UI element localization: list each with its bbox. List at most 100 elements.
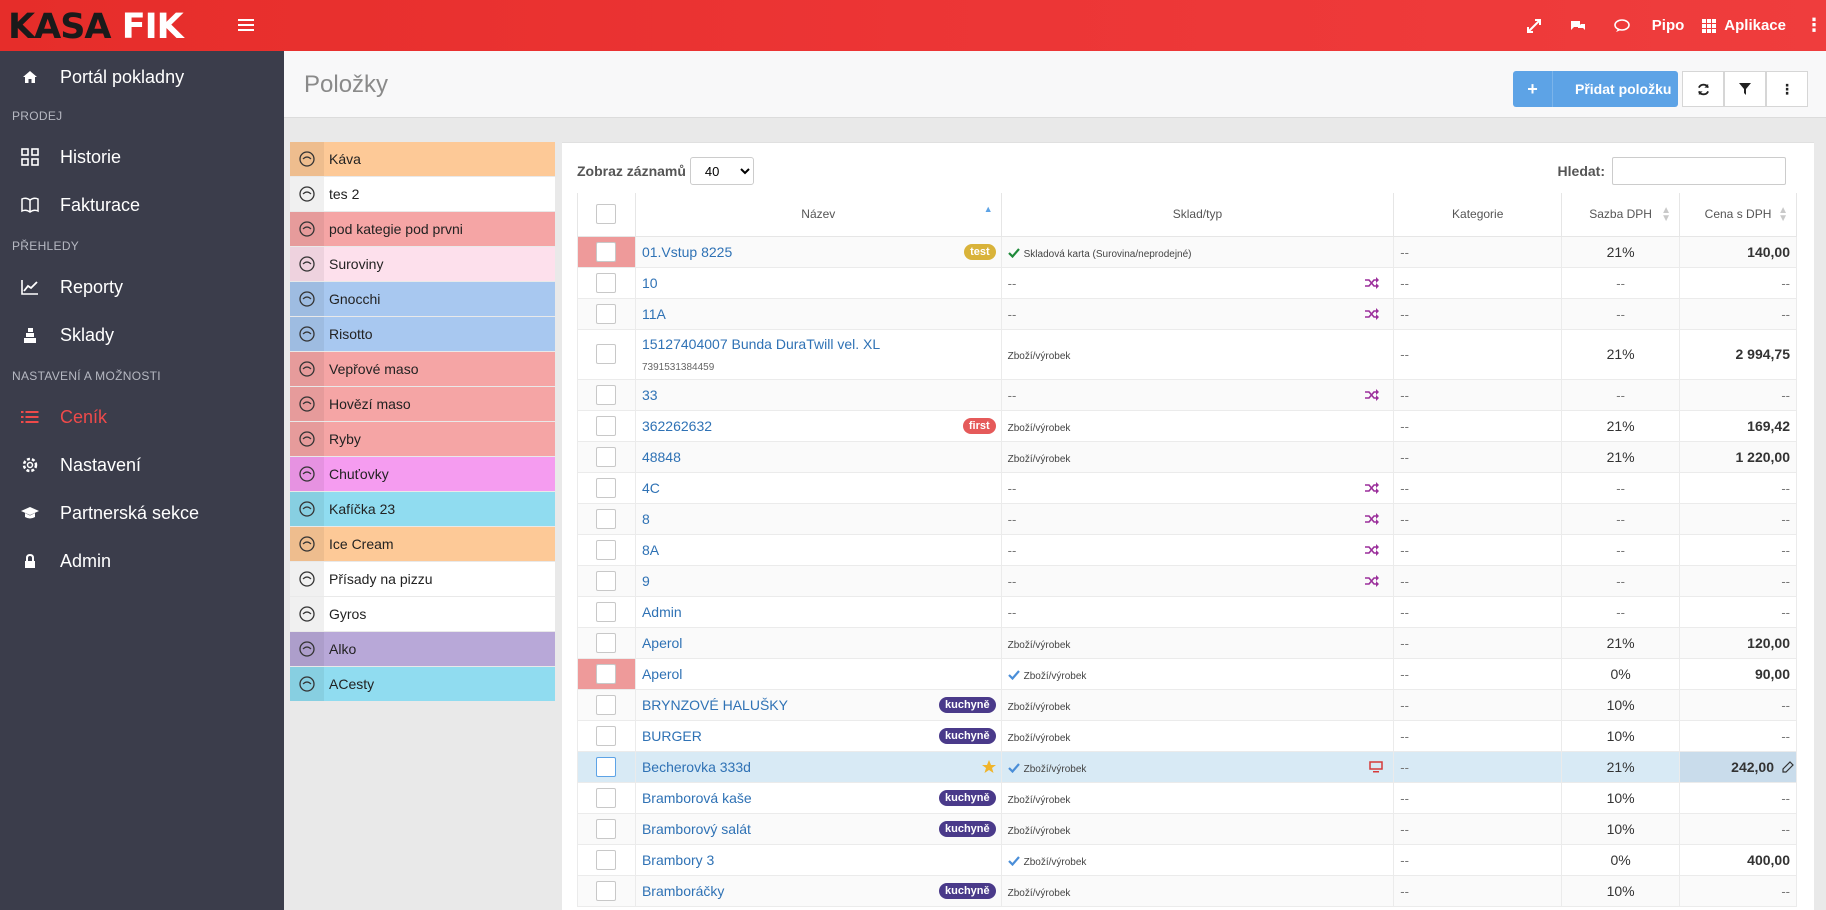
table-row[interactable]: 4C -- -- -- -- (577, 471, 1797, 504)
item-name-link[interactable]: 33 (641, 386, 658, 403)
item-name-link[interactable]: Bramborový salát (641, 820, 751, 837)
hamburger-menu-icon[interactable] (238, 14, 254, 36)
table-row[interactable]: 48848 Zboží/výrobek -- 21% 1 220,00 (577, 440, 1797, 473)
row-checkbox[interactable] (596, 818, 617, 839)
item-name-link[interactable]: 15127404007 Bunda DuraTwill vel. XL (641, 335, 881, 352)
add-item-button[interactable]: + Přidat položku (1513, 71, 1678, 107)
row-checkbox[interactable] (596, 477, 617, 498)
row-checkbox[interactable] (596, 384, 617, 405)
item-name-link[interactable]: Bramboráčky (641, 882, 725, 899)
item-name-link[interactable]: Aperol (641, 665, 683, 682)
item-name-link[interactable]: 8 (641, 510, 650, 527)
table-row[interactable]: Bramboráčky kuchyně Zboží/výrobek -- 10% -- (577, 874, 1797, 907)
table-row[interactable]: BURGER kuchyně Zboží/výrobek -- 10% -- (577, 719, 1797, 752)
category-item[interactable]: Vepřové maso (290, 352, 555, 387)
row-checkbox[interactable] (596, 344, 617, 364)
table-row[interactable]: Aperol Zboží/výrobek -- 21% 120,00 (577, 626, 1797, 659)
category-item[interactable]: Gyros (290, 597, 555, 632)
fullscreen-icon[interactable] (1512, 0, 1556, 51)
sidebar-item-historie[interactable]: Historie (0, 133, 284, 181)
col-sklad[interactable]: Sklad/typ (1000, 193, 1395, 237)
category-item[interactable]: tes 2 (290, 177, 555, 212)
chat-icon[interactable] (1556, 0, 1600, 51)
search-input[interactable] (1612, 157, 1786, 185)
sidebar-item-nastaveni[interactable]: Nastavení (0, 441, 284, 489)
row-checkbox[interactable] (596, 303, 617, 324)
sidebar-item-portal[interactable]: Portál pokladny (0, 55, 284, 99)
table-row[interactable]: 33 -- -- -- -- (577, 378, 1797, 411)
col-dph[interactable]: Sazba DPH ▲ ▼ (1561, 193, 1681, 237)
row-checkbox[interactable] (596, 880, 617, 901)
category-item[interactable]: Gnocchi (290, 282, 555, 317)
category-item[interactable]: Alko (290, 632, 555, 667)
category-item[interactable]: Hovězí maso (290, 387, 555, 422)
category-item[interactable]: Chuťovky (290, 457, 555, 492)
app-logo[interactable]: KASA FIK (8, 7, 184, 47)
category-item[interactable]: Risotto (290, 317, 555, 352)
row-checkbox[interactable] (596, 694, 617, 715)
comment-icon[interactable] (1600, 0, 1644, 51)
table-row[interactable]: 11A -- -- -- -- (577, 297, 1797, 330)
item-name-link[interactable]: Admin (641, 603, 682, 620)
item-name-link[interactable]: 362262632 (641, 417, 713, 434)
table-row[interactable]: 10 -- -- -- -- (577, 266, 1797, 299)
category-item[interactable]: Ice Cream (290, 527, 555, 562)
table-row[interactable]: Aperol Zboží/výrobek -- 0% 90,00 (577, 657, 1797, 690)
table-row[interactable]: 15127404007 Bunda DuraTwill vel. XL 73915… (577, 328, 1797, 380)
item-name-link[interactable]: BURGER (641, 727, 702, 744)
table-row[interactable]: BRYNZOVÉ HALUŠKY kuchyně Zboží/výrobek -- 10… (577, 688, 1797, 721)
col-kategorie[interactable]: Kategorie (1393, 193, 1563, 237)
table-row[interactable]: Brambory 3 Zboží/výrobek -- 0% 400,00 (577, 843, 1797, 876)
row-checkbox[interactable] (596, 241, 617, 262)
sidebar-item-sklady[interactable]: Sklady (0, 311, 284, 359)
item-name-link[interactable]: 48848 (641, 448, 681, 465)
category-item[interactable]: pod kategie pod prvni (290, 212, 555, 247)
table-row[interactable]: Bramborová kaše kuchyně Zboží/výrobek -- 10%… (577, 781, 1797, 814)
item-name-link[interactable]: Brambory 3 (641, 851, 715, 868)
category-item[interactable]: Káva (290, 142, 555, 177)
category-item[interactable]: Přísady na pizzu (290, 562, 555, 597)
row-checkbox[interactable] (596, 272, 617, 293)
item-name-link[interactable]: Becherovka 333d (641, 758, 751, 775)
category-item[interactable]: Kafíčka 23 (290, 492, 555, 527)
table-row[interactable]: Bramborový salát kuchyně Zboží/výrobek -- 10… (577, 812, 1797, 845)
page-size-select[interactable]: 40 (689, 157, 754, 185)
row-checkbox[interactable] (596, 570, 617, 591)
more-vertical-icon[interactable]: ⋮ (1805, 15, 1823, 35)
table-row[interactable]: 362262632 first Zboží/výrobek -- 21% 169,42 (577, 409, 1797, 442)
row-checkbox[interactable] (596, 508, 617, 529)
category-item[interactable]: ACesty (290, 667, 555, 702)
item-name-link[interactable]: 01.Vstup 8225 (641, 243, 733, 260)
table-row[interactable]: 01.Vstup 8225 test Skladová karta (Surovin… (577, 235, 1797, 268)
col-cena[interactable]: Cena s DPH ▲ ▼ (1679, 193, 1797, 237)
item-name-link[interactable]: 11A (641, 305, 666, 322)
col-nazev[interactable]: Název ▲ (634, 193, 1002, 237)
row-checkbox[interactable] (596, 787, 617, 808)
item-name-link[interactable]: 4C (641, 479, 660, 496)
row-checkbox[interactable] (596, 415, 617, 436)
refresh-button[interactable] (1682, 71, 1724, 107)
item-name-link[interactable]: Bramborová kaše (641, 789, 752, 806)
table-row[interactable]: 9 -- -- -- -- (577, 564, 1797, 597)
item-name-link[interactable]: 9 (641, 572, 650, 589)
item-name-link[interactable]: BRYNZOVÉ HALUŠKY (641, 696, 788, 713)
item-name-link[interactable]: 10 (641, 274, 658, 291)
filter-button[interactable] (1724, 71, 1766, 107)
row-checkbox[interactable] (596, 663, 617, 684)
select-all-checkbox[interactable] (596, 204, 617, 225)
category-item[interactable]: Suroviny (290, 247, 555, 282)
more-options-button[interactable]: ⋮ (1766, 71, 1808, 107)
table-row[interactable]: 8 -- -- -- -- (577, 502, 1797, 535)
row-checkbox[interactable] (596, 756, 617, 777)
sidebar-item-admin[interactable]: Admin (0, 537, 284, 585)
edit-icon[interactable] (1782, 760, 1794, 773)
row-checkbox[interactable] (596, 849, 617, 870)
category-item[interactable]: Ryby (290, 422, 555, 457)
row-checkbox[interactable] (596, 632, 617, 653)
item-name-link[interactable]: Aperol (641, 634, 683, 651)
sidebar-item-fakturace[interactable]: Fakturace (0, 181, 284, 229)
table-row[interactable]: Becherovka 333d Zboží/výrobek -- 21% 242,00 (577, 750, 1797, 783)
user-menu[interactable]: Pipo (1651, 17, 1685, 34)
sidebar-item-cenik[interactable]: Ceník (0, 393, 284, 441)
table-row[interactable]: 8A -- -- -- -- (577, 533, 1797, 566)
